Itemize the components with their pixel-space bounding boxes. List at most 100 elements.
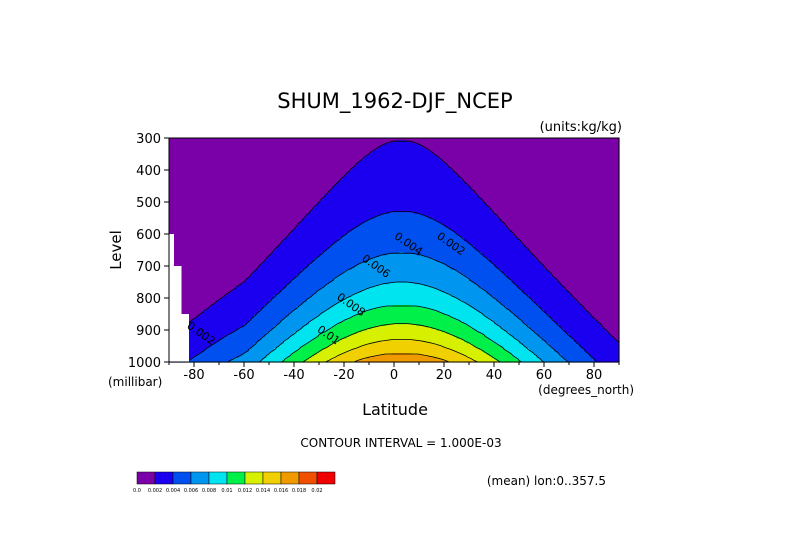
field-cell [331,306,335,328]
field-cell [494,342,498,360]
field-cell [306,358,310,363]
field-cell [521,291,525,323]
field-cell [261,336,265,360]
field-cell [329,328,333,345]
field-cell [591,315,595,358]
field-cell [256,312,260,342]
field-cell [594,318,598,361]
field-cell [341,299,345,321]
field-cell [451,317,455,336]
field-cell [456,234,460,272]
field-cell [241,354,245,363]
field-cell [334,325,338,344]
field-cell [299,328,303,349]
field-cell [446,333,450,349]
field-cell [321,333,325,350]
field-cell [489,339,493,357]
field-cell [291,334,295,353]
field-cell [414,354,418,363]
field-cell [396,352,400,363]
field-cell [384,142,388,214]
y-tick-label: 600 [136,228,161,243]
field-cell [479,197,483,253]
field-cell [359,346,363,360]
field-cell [244,138,248,281]
field-cell [384,306,388,326]
field-cell [451,296,455,318]
field-cell [354,266,358,294]
field-cell [286,338,290,358]
field-cell [284,286,288,318]
field-cell [466,342,470,358]
field-cell [346,318,350,337]
field-cell [234,138,238,288]
field-cell [531,138,535,254]
field-cell [491,320,495,342]
field-cell [326,346,330,361]
field-cell [326,138,330,193]
x-tick-label: 20 [436,368,453,383]
field-cell [501,328,505,349]
field-cell [349,296,353,318]
field-cell [314,258,318,294]
field-cell [599,138,603,325]
field-cell [429,286,433,310]
colorbar-swatch [262,471,282,485]
field-cell [346,269,350,297]
field-cell [491,341,495,358]
field-cell [554,277,558,323]
field-cell [259,339,263,361]
field-cell [486,205,490,259]
field-cell [414,339,418,355]
field-cell [231,138,235,291]
field-cell [294,309,298,333]
field-cell [411,354,415,363]
field-cell [429,326,433,344]
field-cell [471,358,475,363]
field-cell [464,240,468,277]
contour-line [302,323,501,363]
field-cell [406,339,410,353]
field-cell [489,261,493,296]
field-cell [519,138,523,241]
field-cell [304,267,308,302]
field-cell [416,306,420,326]
field-cell [564,331,568,360]
field-cell [514,357,518,363]
field-cell [376,307,380,326]
field-cell [294,138,298,229]
field-cell [276,293,280,325]
field-cell [424,325,428,342]
field-cell [581,138,585,307]
field-cell [371,342,375,357]
field-cell [246,350,250,363]
field-cell [486,293,490,318]
field-cell [491,357,495,363]
field-cell [199,138,203,315]
field-cell [341,235,345,273]
field-cell [471,245,475,283]
field-cell [414,283,418,307]
field-cell [469,243,473,281]
field-cell [254,314,258,344]
field-cell [401,339,405,353]
field-cell [351,229,355,269]
field-cell [454,296,458,320]
field-cell [319,333,323,352]
field-cell [399,304,403,325]
field-cell [534,256,538,304]
field-cell [411,306,415,325]
field-cell [379,214,383,256]
field-cell [406,282,410,305]
field-cell [484,334,488,353]
field-cell [601,326,605,363]
field-cell [264,357,268,363]
field-cell [401,138,405,141]
field-cell [566,290,570,334]
field-cell [499,346,503,363]
field-cell [524,323,528,347]
field-cell [316,334,320,353]
field-cell [376,214,380,257]
field-cell [489,294,493,320]
field-cell [401,139,405,213]
